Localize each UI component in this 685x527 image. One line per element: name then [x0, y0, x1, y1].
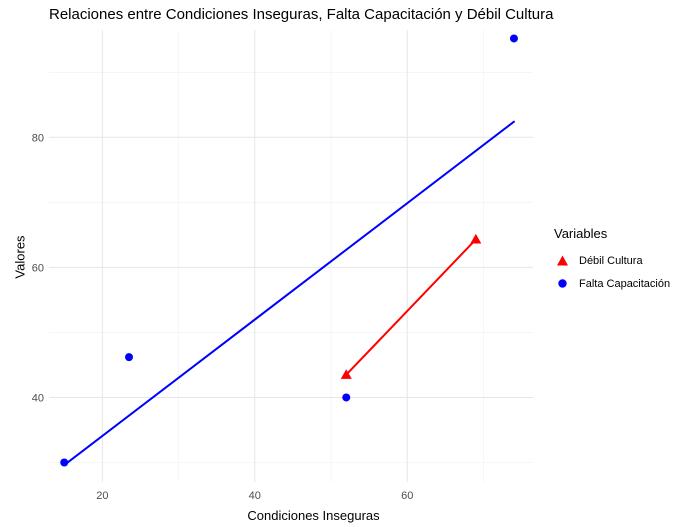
y-tick-label: 60	[32, 262, 44, 274]
legend-label-debil-cultura: Débil Cultura	[579, 254, 643, 267]
data-point-debil-cultura	[470, 233, 482, 244]
legend: Variables Débil Cultura Falta Capacitaci…	[554, 226, 684, 295]
data-point-falta-capacitacion	[60, 458, 69, 467]
data-point-falta-capacitacion	[509, 34, 518, 43]
x-axis-title: Condiciones Inseguras	[247, 508, 380, 523]
fit-line-debil-cultura	[345, 238, 477, 376]
chart-title: Relaciones entre Condiciones Inseguras, …	[49, 6, 554, 23]
data-point-falta-capacitacion	[125, 353, 134, 362]
legend-item-falta-capacitacion: Falta Capacitación	[554, 272, 684, 295]
data-point-falta-capacitacion	[342, 393, 351, 402]
y-axis-title: Valores	[12, 235, 28, 279]
legend-item-debil-cultura: Débil Cultura	[554, 249, 684, 272]
x-tick-label: 20	[96, 490, 108, 502]
legend-label-falta-capacitacion: Falta Capacitación	[579, 277, 671, 290]
y-tick-label: 80	[32, 132, 44, 144]
x-tick-label: 40	[249, 490, 261, 502]
x-tick-label: 60	[401, 490, 413, 502]
triangle-icon	[554, 252, 571, 269]
legend-title: Variables	[554, 226, 608, 241]
data-point-debil-cultura	[340, 369, 352, 379]
circle-icon	[554, 275, 571, 292]
y-tick-label: 40	[32, 392, 44, 404]
fit-line-falta-capacitacion	[63, 120, 515, 467]
